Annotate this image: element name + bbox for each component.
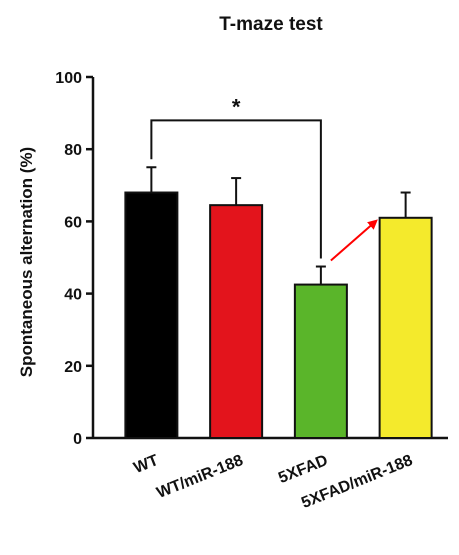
chart-title: T-maze test [219, 14, 323, 35]
category-label: WT [131, 452, 161, 477]
bar [209, 204, 264, 439]
y-tick-label: 20 [64, 359, 82, 376]
bar [293, 283, 348, 440]
y-tick-label: 60 [64, 214, 82, 231]
annotation-arrow [330, 219, 378, 262]
y-tick-label: 80 [64, 142, 82, 159]
y-tick-label: 0 [73, 431, 82, 448]
y-axis-label: Spontaneous alternation (%) [17, 147, 36, 377]
significance-bracket [150, 119, 322, 259]
bar [378, 216, 433, 439]
category-label: WT/miR-188 [154, 452, 245, 502]
bar [124, 191, 179, 439]
category-label: 5XFAD [276, 452, 330, 487]
significance-label: * [232, 94, 241, 119]
y-tick-label: 40 [64, 287, 82, 304]
y-tick-label: 100 [55, 70, 82, 87]
